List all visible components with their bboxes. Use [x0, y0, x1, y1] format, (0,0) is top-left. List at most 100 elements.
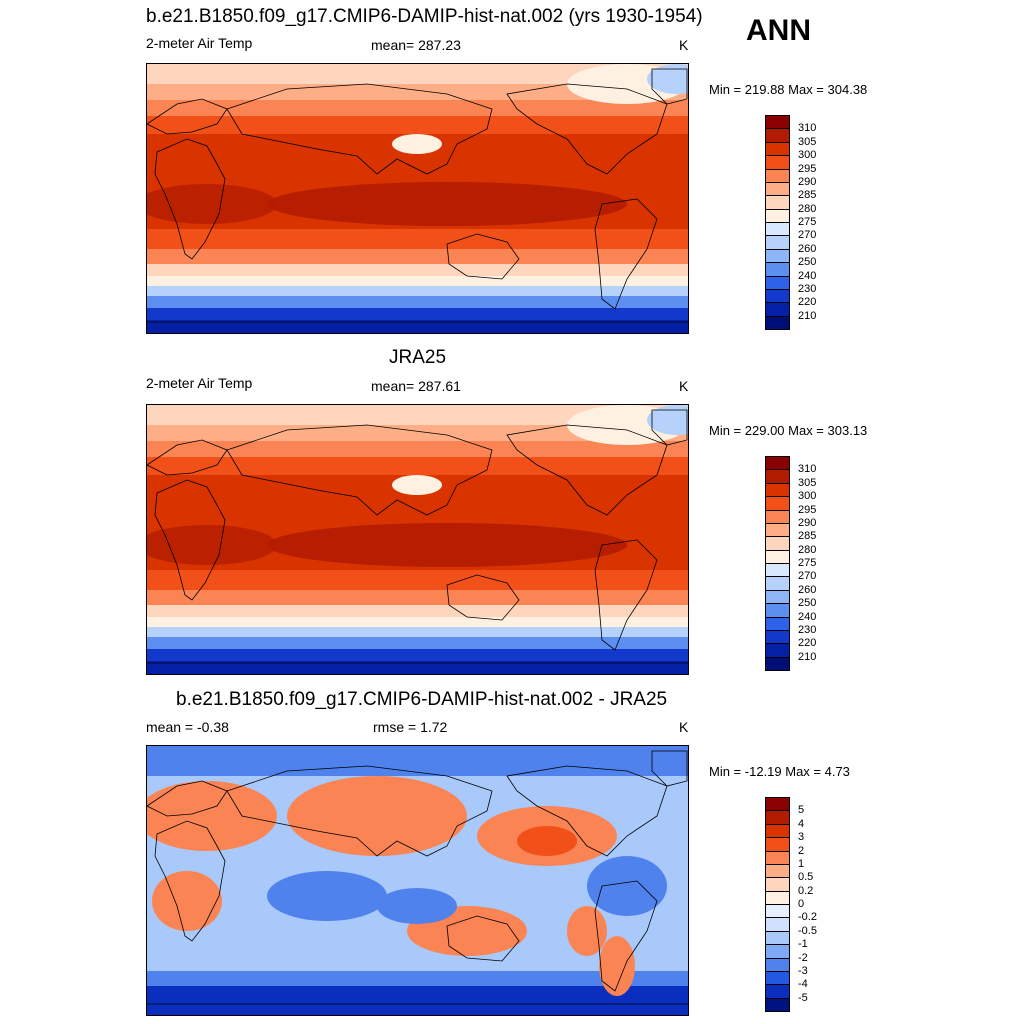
colorbar-swatch [765, 629, 790, 645]
colorbar-swatch [765, 208, 790, 223]
field-band [147, 986, 688, 1015]
colorbar-swatch [765, 155, 790, 170]
panel1-coastlines [147, 68, 688, 323]
field-band [147, 495, 688, 516]
colorbar-swatch [765, 810, 790, 825]
warm-region [147, 184, 277, 224]
colorbar-swatch [765, 563, 790, 578]
panel2-colorbar: 310 305 300 295 290 285 280 275 270 260 250 240 230 2… [765, 456, 816, 671]
field-band [147, 116, 688, 135]
warm-anomaly [599, 936, 635, 996]
warm-anomaly [152, 871, 222, 931]
cool-anomaly [267, 871, 387, 921]
colorbar-swatch [765, 128, 790, 143]
warm-region [147, 525, 277, 565]
panel1-field [147, 64, 688, 333]
colorbar-tick-label: 290 [798, 175, 817, 188]
coastline [226, 765, 493, 857]
coastline [506, 424, 668, 516]
coastline [446, 915, 520, 962]
panel1-variable-label: 2-meter Air Temp [146, 35, 253, 51]
colorbar-swatch [765, 589, 790, 605]
coastline [506, 83, 668, 175]
colorbar-swatch [765, 997, 790, 1012]
colorbar-tick-label: -3 [798, 964, 808, 977]
colorbar-swatch [765, 549, 790, 564]
cool-anomaly [587, 856, 667, 916]
colorbar-tick-label: -2 [798, 951, 808, 964]
field-band [147, 425, 688, 442]
coastline [506, 765, 668, 857]
panel2-coastlines [147, 409, 688, 664]
coastline [147, 439, 228, 476]
panel1-map [146, 63, 689, 334]
colorbar-tick-label: 0.5 [798, 871, 814, 884]
field-band [147, 286, 688, 297]
panel3-title: b.e21.B1850.f09_g17.CMIP6-DAMIP-hist-nat… [176, 689, 668, 710]
colorbar-swatch [765, 904, 790, 919]
colorbar-swatch [765, 496, 790, 511]
colorbar-tick-label: 240 [798, 610, 817, 623]
warm-pool [267, 182, 627, 226]
greenland-cold [647, 64, 688, 94]
field-band [147, 84, 688, 101]
field-band [147, 971, 688, 986]
coastline [154, 479, 226, 601]
colorbar-swatch [765, 222, 790, 237]
field-band [147, 276, 688, 287]
coastline [446, 574, 520, 621]
field-band [147, 637, 688, 650]
field-band [147, 154, 688, 175]
coastline [651, 409, 688, 446]
warm-anomaly [287, 776, 467, 856]
panel1-title: b.e21.B1850.f09_g17.CMIP6-DAMIP-hist-nat… [146, 6, 703, 27]
coastline [226, 83, 493, 175]
panel1-units-label: K [679, 37, 689, 53]
panel1-minmax: Min = 219.88 Max = 304.38 [709, 82, 868, 97]
colorbar-swatch [765, 603, 790, 618]
colorbar-swatch [765, 181, 790, 197]
colorbar-swatch [765, 576, 790, 591]
colorbar-tick-label: -0.2 [798, 911, 817, 924]
warm-anomaly [517, 826, 577, 856]
cool-anomaly [377, 888, 457, 924]
coastline [594, 880, 658, 992]
warm-anomaly [567, 906, 607, 956]
coastline [154, 820, 226, 942]
colorbar-swatch [765, 616, 790, 631]
panel3-coastlines [147, 750, 688, 1005]
colorbar-tick-label: 280 [798, 202, 817, 215]
field-band [147, 296, 688, 309]
colorbar-swatch [765, 656, 790, 671]
colorbar-tick-label: 2 [798, 844, 805, 857]
colorbar-swatch [765, 456, 790, 471]
field-band [147, 64, 688, 85]
field-band [147, 405, 688, 426]
coastline [594, 539, 658, 651]
tibet-cold [392, 475, 442, 495]
panel2-map [146, 404, 689, 675]
coastline [594, 198, 658, 310]
warm-anomaly [147, 781, 277, 851]
field-band [147, 617, 688, 628]
colorbar-tick-label: 210 [798, 650, 817, 663]
coastline [226, 424, 493, 516]
colorbar-swatch [765, 957, 790, 972]
coastline [651, 68, 688, 105]
colorbar-tick-label: 210 [798, 309, 817, 322]
panel3-colorbar: 5 4 3 2 1 0.5 0.2 0 -0.2 -0.5 -1 -2 -3 -4 -5 [765, 797, 817, 1012]
colorbar-swatch [765, 315, 790, 330]
colorbar-swatch [765, 643, 790, 658]
field-band [147, 605, 688, 618]
colorbar-swatch [765, 115, 790, 130]
colorbar-tick-label: -0.5 [798, 924, 817, 937]
colorbar-swatch [765, 850, 790, 865]
colorbar-swatch [765, 877, 790, 892]
colorbar-swatch [765, 141, 790, 157]
colorbar-tick-label: 310 [798, 122, 817, 135]
colorbar-swatch [765, 944, 790, 959]
colorbar-tick-label: -5 [798, 991, 808, 1004]
coastline [651, 750, 688, 787]
colorbar-tick-label: 270 [798, 570, 817, 583]
colorbar-swatch [765, 930, 790, 946]
